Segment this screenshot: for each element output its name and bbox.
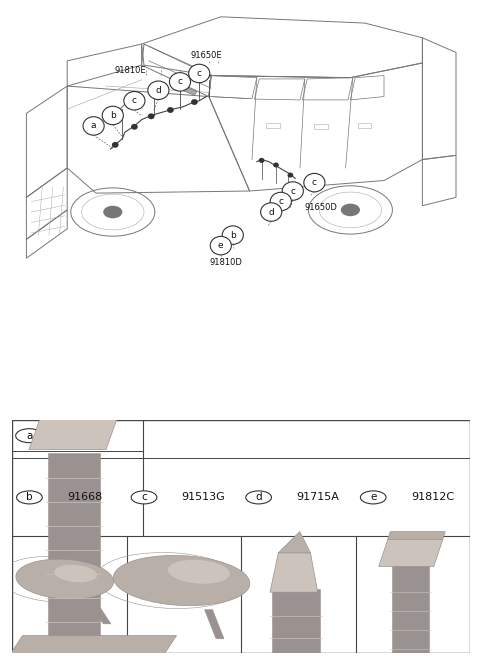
Circle shape [304, 173, 325, 192]
Polygon shape [0, 636, 177, 656]
Ellipse shape [16, 559, 114, 599]
Polygon shape [388, 531, 445, 539]
Polygon shape [204, 609, 224, 639]
Text: e: e [218, 241, 224, 250]
Ellipse shape [168, 560, 230, 584]
Circle shape [360, 491, 386, 504]
Text: 91650D: 91650D [305, 203, 337, 213]
Text: d: d [255, 493, 262, 502]
Text: 91650E: 91650E [191, 51, 222, 60]
Text: a: a [26, 431, 33, 441]
Text: c: c [312, 178, 317, 187]
Polygon shape [278, 531, 311, 553]
Polygon shape [29, 414, 119, 449]
Ellipse shape [113, 556, 250, 605]
Ellipse shape [341, 203, 360, 216]
Text: 91715A: 91715A [296, 493, 339, 502]
Text: 91513G: 91513G [181, 493, 225, 502]
FancyBboxPatch shape [48, 453, 99, 636]
Text: b: b [110, 111, 116, 120]
Text: c: c [197, 69, 202, 78]
Ellipse shape [103, 206, 122, 218]
Text: e: e [370, 493, 376, 502]
Text: 91668: 91668 [67, 493, 102, 502]
Polygon shape [270, 553, 318, 592]
Circle shape [167, 107, 174, 113]
Text: c: c [278, 197, 283, 206]
Polygon shape [379, 539, 443, 567]
Circle shape [189, 64, 210, 83]
Polygon shape [42, 404, 123, 414]
Circle shape [17, 491, 42, 504]
Circle shape [124, 92, 145, 110]
Circle shape [131, 491, 157, 504]
Text: 91721: 91721 [58, 429, 95, 442]
Circle shape [210, 236, 231, 255]
Text: b: b [230, 231, 236, 239]
FancyBboxPatch shape [272, 589, 320, 656]
Circle shape [270, 192, 291, 211]
Circle shape [191, 99, 198, 105]
Circle shape [148, 81, 169, 100]
Circle shape [246, 491, 272, 504]
Circle shape [16, 428, 43, 443]
Circle shape [273, 163, 279, 167]
Text: d: d [268, 207, 274, 216]
Circle shape [102, 106, 123, 125]
Circle shape [148, 113, 155, 119]
Circle shape [282, 182, 303, 200]
Text: 91812C: 91812C [411, 493, 454, 502]
Text: c: c [141, 493, 147, 502]
Text: d: d [156, 86, 161, 94]
Circle shape [259, 158, 264, 163]
Text: c: c [132, 96, 137, 105]
Polygon shape [87, 599, 111, 624]
FancyBboxPatch shape [393, 565, 429, 656]
Circle shape [169, 73, 191, 91]
Circle shape [131, 124, 138, 130]
Text: c: c [178, 77, 182, 87]
Text: 91810E: 91810E [115, 66, 146, 75]
Text: b: b [26, 493, 33, 502]
Circle shape [288, 173, 293, 178]
Circle shape [83, 117, 104, 135]
Circle shape [222, 226, 243, 244]
Text: a: a [91, 121, 96, 131]
Circle shape [112, 142, 119, 148]
Polygon shape [182, 87, 197, 95]
Text: c: c [290, 186, 295, 195]
Ellipse shape [54, 565, 97, 583]
Circle shape [261, 203, 282, 221]
Text: 91810D: 91810D [209, 258, 242, 267]
